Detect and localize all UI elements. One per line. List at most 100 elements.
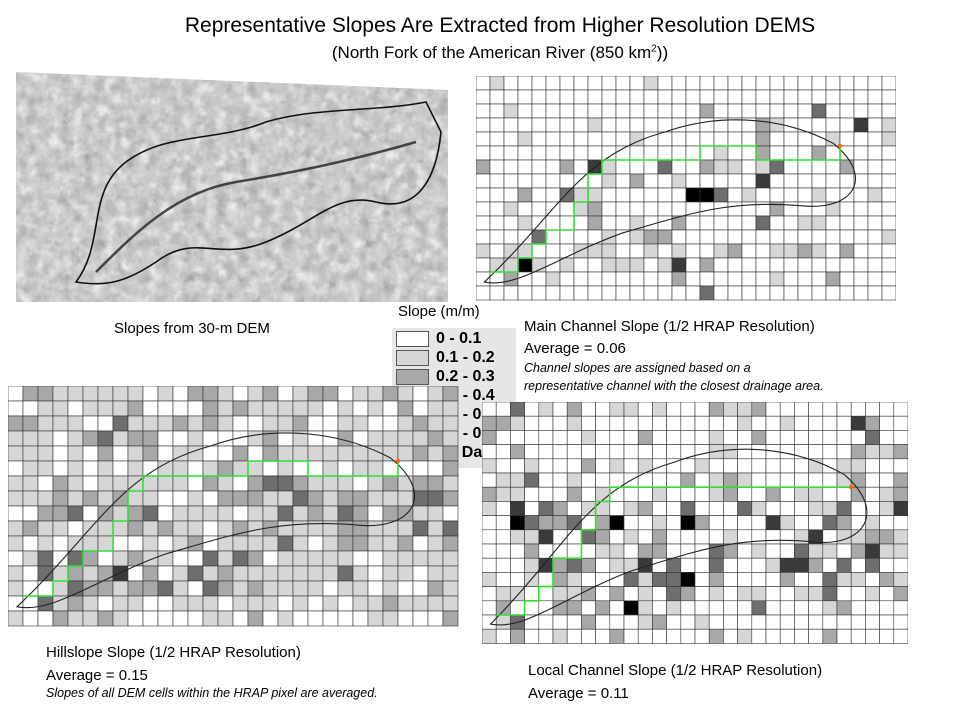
grid-cell <box>741 257 757 273</box>
grid-cell <box>879 415 895 431</box>
grid-cell <box>779 557 795 573</box>
grid-cell <box>489 117 505 133</box>
grid-cell <box>657 229 673 245</box>
grid-cell <box>262 610 279 627</box>
grid-cell <box>879 402 895 417</box>
grid-cell <box>495 402 511 417</box>
grid-cell <box>853 76 869 91</box>
grid-cell <box>262 415 279 432</box>
grid-cell <box>352 460 369 477</box>
grid-cell <box>202 505 219 522</box>
grid-cell <box>825 257 841 273</box>
grid-cell <box>609 444 625 460</box>
grid-cell <box>623 543 639 559</box>
grid-cell <box>397 430 414 447</box>
grid-cell <box>82 475 99 492</box>
grid-cell <box>247 475 264 492</box>
grid-cell <box>482 572 497 587</box>
grid-cell <box>217 595 234 612</box>
grid-cell <box>489 89 505 105</box>
grid-cell <box>277 535 294 552</box>
grid-cell <box>573 131 589 147</box>
grid-cell <box>779 402 795 417</box>
grid-cell <box>127 505 144 522</box>
grid-cell <box>825 271 841 287</box>
grid-cell <box>822 415 838 431</box>
grid-cell <box>187 595 204 612</box>
grid-cell <box>573 271 589 287</box>
grid-cell <box>853 257 869 273</box>
grid-cell <box>699 76 715 91</box>
grid-cell <box>699 103 715 119</box>
grid-cell <box>822 430 838 445</box>
grid-cell <box>867 76 883 91</box>
grid-cell <box>783 76 799 91</box>
grid-cell <box>307 475 324 492</box>
grid-cell <box>723 614 738 630</box>
grid-cell <box>247 400 264 417</box>
grid-cell <box>836 572 852 587</box>
hillslope-average: Average = 0.15 <box>46 667 148 684</box>
grid-cell <box>82 550 99 567</box>
grid-cell <box>865 600 880 616</box>
grid-cell <box>853 243 869 259</box>
grid-cell <box>382 490 399 507</box>
grid-cell <box>685 76 701 91</box>
grid-cell <box>531 285 547 301</box>
grid-cell <box>112 400 129 417</box>
grid-cell <box>52 460 69 477</box>
grid-cell <box>685 271 701 287</box>
grid-cell <box>262 535 279 552</box>
grid-cell <box>680 472 696 488</box>
grid-cell <box>623 572 639 587</box>
grid-cell <box>808 402 824 417</box>
grid-cell <box>476 103 491 119</box>
grid-cell <box>643 285 659 301</box>
grid-cell <box>737 444 753 460</box>
grid-cell <box>836 430 852 445</box>
grid-cell <box>482 557 497 573</box>
grid-cell <box>839 103 855 119</box>
grid-cell <box>476 215 491 231</box>
grid-cell <box>476 173 491 189</box>
grid-cell <box>292 535 309 552</box>
grid-cell <box>538 472 554 488</box>
grid-cell <box>503 145 519 161</box>
grid-cell <box>427 535 444 552</box>
grid-cell <box>531 229 547 245</box>
page-title: Representative Slopes Are Extracted from… <box>184 14 816 37</box>
grid-cell <box>8 610 24 627</box>
grid-cell <box>172 430 189 447</box>
grid-cell <box>836 415 852 431</box>
grid-cell <box>97 415 114 432</box>
grid-cell <box>601 215 617 231</box>
grid-cell <box>427 400 444 417</box>
grid-cell <box>794 486 809 502</box>
grid-cell <box>292 400 309 417</box>
grid-cell <box>755 131 771 147</box>
grid-cell <box>751 586 767 602</box>
grid-cell <box>825 285 841 301</box>
grid-cell <box>755 257 771 273</box>
grid-cell <box>277 610 294 627</box>
grid-cell <box>853 117 869 133</box>
grid-cell <box>397 386 414 402</box>
grid-cell <box>699 243 715 259</box>
grid-cell <box>545 285 561 301</box>
grid-cell <box>382 550 399 567</box>
grid-cell <box>524 628 540 644</box>
grid-cell <box>172 415 189 432</box>
local-channel-grid <box>482 402 908 644</box>
grid-cell <box>112 520 129 537</box>
grid-cell <box>397 535 414 552</box>
grid-cell <box>292 490 309 507</box>
grid-cell <box>142 475 159 492</box>
grid-cell <box>808 586 824 602</box>
grid-cell <box>524 586 540 602</box>
grid-cell <box>157 445 174 462</box>
grid-cell <box>808 444 824 460</box>
grid-cell <box>187 610 204 627</box>
grid-cell <box>783 243 799 259</box>
grid-cell <box>22 445 39 462</box>
grid-cell <box>811 103 827 119</box>
